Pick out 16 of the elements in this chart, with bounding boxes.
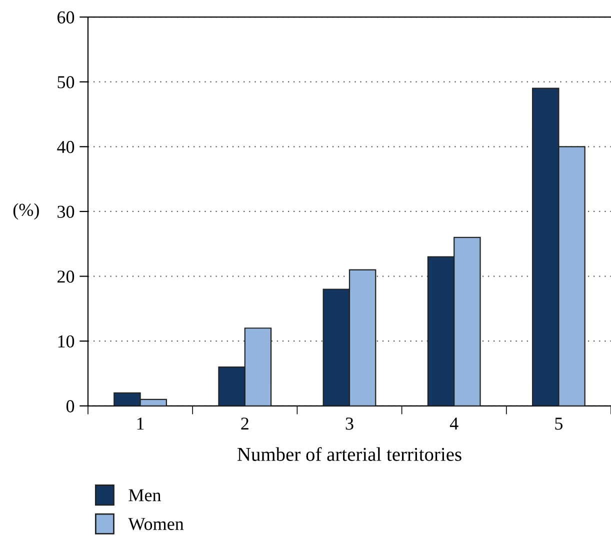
x-tick-label: 2 xyxy=(241,418,248,430)
y-tick-label: 0 xyxy=(66,400,74,412)
x-tick-label: 4 xyxy=(450,418,458,430)
legend-label: Women xyxy=(128,518,184,530)
y-axis-title: (%) xyxy=(13,203,39,220)
y-tick-label: 40 xyxy=(57,140,74,154)
y-tick-label: 30 xyxy=(58,206,74,218)
x-axis-title: Number of arterial territories xyxy=(237,447,462,461)
x-tick-label: 1 xyxy=(137,418,144,430)
x-tick-label: 5 xyxy=(555,418,563,430)
y-tick-label: 60 xyxy=(58,11,74,24)
y-tick-label: 20 xyxy=(58,270,74,283)
y-tick-label: 50 xyxy=(58,76,74,88)
legend-label: Men xyxy=(128,489,161,502)
x-tick-label: 3 xyxy=(346,418,354,430)
y-tick-label: 10 xyxy=(58,335,74,348)
